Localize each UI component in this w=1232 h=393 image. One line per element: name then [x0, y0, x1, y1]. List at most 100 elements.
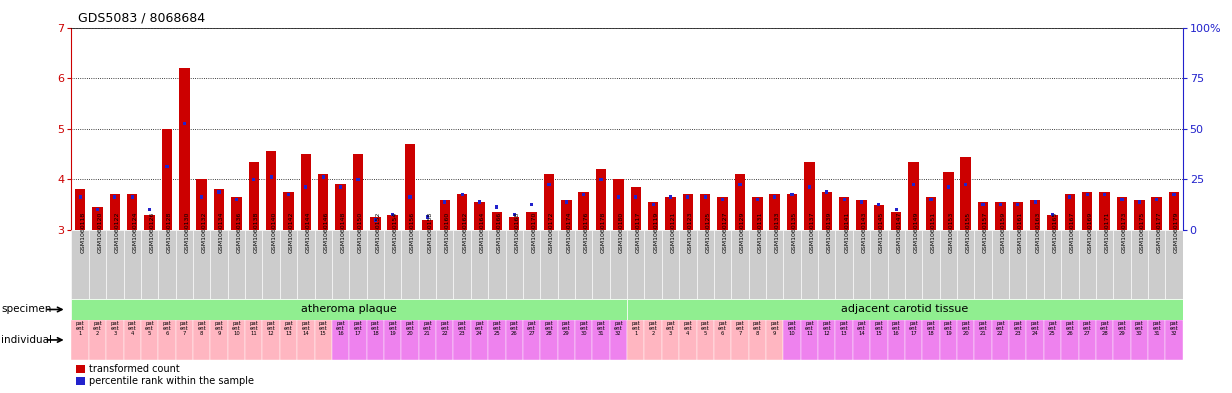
Bar	[367, 230, 384, 299]
Text: GSM1060163: GSM1060163	[1035, 211, 1040, 253]
Bar	[1096, 230, 1114, 299]
Text: GSM1060143: GSM1060143	[861, 211, 866, 253]
Bar	[579, 192, 589, 230]
Bar	[179, 68, 190, 230]
Text: pat
ent
25: pat ent 25	[493, 321, 501, 336]
Bar	[975, 320, 992, 360]
Text: pat
ent
3: pat ent 3	[667, 321, 675, 336]
Bar	[1099, 192, 1110, 230]
Bar	[492, 212, 503, 230]
Bar	[356, 178, 360, 181]
Bar	[755, 198, 759, 201]
Bar	[140, 320, 158, 360]
Bar	[887, 230, 906, 299]
Bar	[474, 202, 484, 230]
Bar	[1131, 320, 1148, 360]
Bar	[165, 165, 169, 169]
Text: GSM1060149: GSM1060149	[914, 211, 919, 253]
Bar	[314, 320, 331, 360]
Bar	[1016, 203, 1019, 206]
Bar	[648, 202, 658, 230]
Bar	[405, 144, 415, 230]
Bar	[877, 203, 881, 206]
Text: GSM1060132: GSM1060132	[202, 211, 207, 253]
Bar	[218, 190, 221, 194]
Text: pat
ent
19: pat ent 19	[944, 321, 952, 336]
Bar	[505, 320, 522, 360]
Bar	[957, 320, 975, 360]
Bar	[946, 185, 950, 189]
Bar	[825, 190, 828, 194]
Bar	[350, 320, 367, 360]
Bar	[1061, 320, 1078, 360]
Bar	[280, 230, 297, 299]
Bar	[245, 320, 262, 360]
Bar	[558, 230, 575, 299]
Text: adjacent carotid tissue: adjacent carotid tissue	[841, 305, 968, 314]
Text: GSM1060138: GSM1060138	[254, 211, 259, 253]
Bar	[352, 154, 363, 230]
Bar	[444, 200, 446, 204]
Text: GSM1060128: GSM1060128	[168, 211, 172, 253]
Text: pat
ent
10: pat ent 10	[787, 321, 796, 336]
Bar	[96, 208, 99, 211]
Text: pat
ent
28: pat ent 28	[1100, 321, 1109, 336]
Bar	[923, 320, 940, 360]
Text: GSM1060121: GSM1060121	[670, 211, 675, 253]
Text: pat
ent
3: pat ent 3	[111, 321, 120, 336]
Bar	[402, 320, 419, 360]
Bar	[335, 184, 346, 230]
Bar	[929, 198, 933, 201]
Bar	[686, 195, 690, 199]
Text: GSM1060155: GSM1060155	[966, 211, 971, 253]
Bar	[766, 230, 784, 299]
Bar	[679, 230, 696, 299]
Bar	[471, 320, 488, 360]
Text: GSM1060120: GSM1060120	[97, 211, 102, 253]
Bar	[262, 230, 280, 299]
Text: pat
ent
26: pat ent 26	[510, 321, 519, 336]
Bar	[662, 320, 679, 360]
Bar	[391, 213, 394, 217]
Bar	[992, 230, 1009, 299]
Bar	[1009, 320, 1026, 360]
Bar	[1044, 230, 1061, 299]
Text: GSM1060147: GSM1060147	[896, 211, 902, 253]
Bar	[835, 230, 853, 299]
Bar	[894, 208, 898, 211]
Bar	[596, 169, 606, 230]
Bar	[373, 218, 377, 222]
Bar	[940, 320, 957, 360]
Bar	[522, 320, 541, 360]
Text: GSM1060165: GSM1060165	[1052, 211, 1057, 253]
Bar	[297, 230, 314, 299]
Bar	[457, 195, 467, 230]
Bar	[1114, 320, 1131, 360]
Bar	[992, 320, 1009, 360]
Bar	[1120, 198, 1124, 201]
Bar	[853, 320, 870, 360]
Bar	[940, 230, 957, 299]
Text: GSM1060160: GSM1060160	[445, 211, 450, 253]
Bar	[1114, 230, 1131, 299]
Bar	[384, 320, 402, 360]
Bar	[853, 230, 870, 299]
Bar	[495, 206, 499, 209]
Text: GSM1060118: GSM1060118	[80, 211, 85, 253]
Bar	[804, 162, 814, 230]
Bar	[123, 230, 140, 299]
Bar	[530, 203, 533, 206]
Bar	[1116, 197, 1127, 230]
Text: pat
ent
9: pat ent 9	[214, 321, 223, 336]
Bar	[808, 185, 811, 189]
Text: GSM1060119: GSM1060119	[653, 211, 658, 253]
Text: pat
ent
30: pat ent 30	[1135, 321, 1143, 336]
Bar	[669, 195, 673, 199]
Bar	[384, 230, 402, 299]
Bar	[1148, 230, 1165, 299]
Bar	[92, 207, 102, 230]
Bar	[283, 192, 293, 230]
Bar	[822, 192, 832, 230]
Text: GSM1060144: GSM1060144	[306, 211, 310, 253]
Bar	[617, 195, 620, 199]
